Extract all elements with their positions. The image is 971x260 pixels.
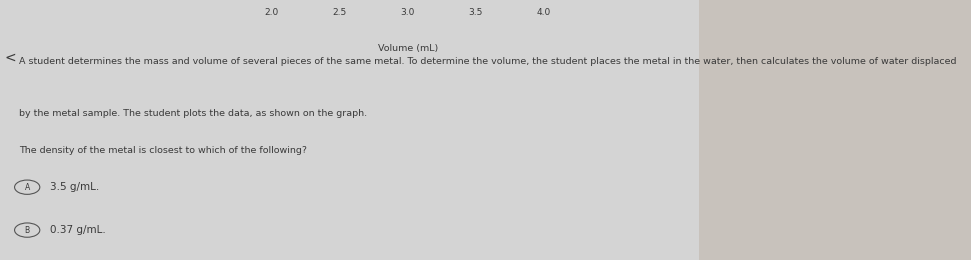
Text: <: <: [5, 50, 17, 64]
Text: The density of the metal is closest to which of the following?: The density of the metal is closest to w…: [19, 146, 308, 155]
Text: 3.0: 3.0: [401, 8, 415, 17]
Text: 2.0: 2.0: [265, 8, 279, 17]
Text: 0.37 g/mL.: 0.37 g/mL.: [50, 225, 106, 235]
Text: 3.5: 3.5: [469, 8, 483, 17]
Text: 4.0: 4.0: [537, 8, 551, 17]
Text: 2.5: 2.5: [333, 8, 347, 17]
FancyBboxPatch shape: [699, 0, 971, 260]
Text: A: A: [24, 183, 30, 192]
Text: Volume (mL): Volume (mL): [378, 44, 438, 53]
Text: A student determines the mass and volume of several pieces of the same metal. To: A student determines the mass and volume…: [19, 57, 956, 66]
Text: by the metal sample. The student plots the data, as shown on the graph.: by the metal sample. The student plots t…: [19, 109, 368, 118]
Text: 3.5 g/mL.: 3.5 g/mL.: [50, 182, 100, 192]
Text: B: B: [24, 226, 30, 235]
